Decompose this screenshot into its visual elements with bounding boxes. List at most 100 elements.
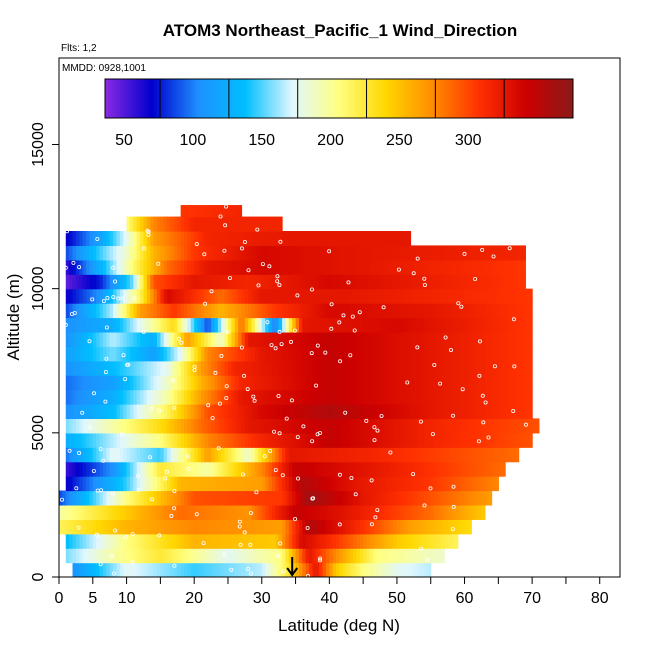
heatmap-cell: [403, 274, 408, 290]
heatmap-cell: [113, 476, 118, 492]
heatmap-cell: [99, 461, 104, 477]
heatmap-cell: [268, 216, 273, 232]
heatmap-cell: [129, 432, 134, 448]
heatmap-cell: [451, 432, 455, 448]
heatmap-cell: [376, 504, 381, 520]
heatmap-cell: [160, 317, 165, 333]
heatmap-cell: [184, 346, 189, 362]
heatmap-cell: [498, 389, 503, 405]
heatmap-cell: [140, 259, 145, 275]
heatmap-cell: [346, 404, 351, 420]
heatmap-cell: [434, 418, 439, 434]
heatmap-cell: [119, 447, 124, 463]
heatmap-cell: [353, 360, 357, 376]
heatmap-cell: [271, 375, 276, 391]
heatmap-cell: [119, 562, 124, 577]
heatmap-cell: [150, 447, 155, 463]
heatmap-cell: [75, 519, 80, 535]
heatmap-cell: [261, 432, 266, 448]
heatmap-cell: [180, 476, 185, 492]
heatmap-cell: [396, 404, 401, 420]
heatmap-cell: [295, 519, 300, 535]
heatmap-cell: [163, 418, 168, 434]
heatmap-cell: [342, 476, 347, 492]
heatmap-cell: [217, 490, 222, 506]
heatmap-cell: [200, 216, 205, 232]
heatmap-cell: [481, 303, 486, 319]
heatmap-cell: [481, 317, 486, 333]
heatmap-cell: [505, 360, 510, 376]
heatmap-cell: [528, 288, 533, 304]
heatmap-cell: [319, 274, 324, 290]
heatmap-cell: [521, 389, 526, 405]
heatmap-cell: [170, 418, 175, 434]
heatmap-cell: [349, 259, 354, 275]
heatmap-cell: [160, 404, 165, 420]
heatmap-cell: [271, 418, 276, 434]
heatmap-cell: [214, 389, 219, 405]
heatmap-cell: [163, 490, 168, 506]
heatmap-cell: [366, 288, 371, 304]
heatmap-cell: [525, 375, 530, 391]
heatmap-cell: [336, 389, 341, 405]
heatmap-cell: [346, 360, 351, 376]
heatmap-cell: [268, 360, 273, 376]
heatmap-cell: [136, 490, 141, 506]
heatmap-cell: [282, 231, 287, 247]
heatmap-cell: [356, 476, 361, 492]
heatmap-cell: [96, 447, 101, 463]
heatmap-cell: [153, 476, 158, 492]
heatmap-cell: [417, 360, 422, 376]
heatmap-cell: [89, 259, 94, 275]
heatmap-cell: [136, 447, 141, 463]
heatmap-cell: [484, 274, 489, 290]
heatmap-cell: [268, 504, 273, 520]
heatmap-cell: [170, 317, 175, 333]
heatmap-cell: [126, 389, 131, 405]
heatmap-cell: [157, 303, 161, 319]
heatmap-cell: [140, 548, 145, 564]
heatmap-cell: [410, 303, 415, 319]
heatmap-cell: [413, 548, 418, 564]
heatmap-cell: [501, 404, 506, 420]
heatmap-cell: [447, 447, 452, 463]
heatmap-cell: [457, 461, 462, 477]
heatmap-cell: [160, 418, 165, 434]
heatmap-cell: [180, 432, 185, 448]
heatmap-cell: [251, 274, 256, 290]
heatmap-cell: [484, 375, 489, 391]
heatmap-cell: [454, 274, 459, 290]
heatmap-cell: [342, 418, 347, 434]
observation-point: [145, 228, 150, 233]
heatmap-cell: [268, 274, 273, 290]
observation-point: [477, 339, 482, 344]
heatmap-cell: [265, 562, 270, 577]
heatmap-cell: [214, 562, 219, 577]
heatmap-cell: [187, 245, 192, 261]
heatmap-cell: [96, 360, 101, 376]
heatmap-cell: [491, 404, 496, 420]
heatmap-cell: [302, 562, 307, 577]
heatmap-cell: [92, 476, 97, 492]
heatmap-cell: [430, 317, 435, 333]
heatmap-cell: [72, 303, 77, 319]
heatmap-cell: [278, 461, 283, 477]
heatmap-cell: [65, 533, 70, 549]
heatmap-cell: [407, 476, 412, 492]
observation-point: [103, 399, 108, 404]
heatmap-cell: [380, 346, 385, 362]
heatmap-cell: [190, 205, 195, 218]
heatmap-cell: [484, 490, 489, 506]
heatmap-cell: [221, 447, 226, 463]
heatmap-cell: [123, 346, 128, 362]
observation-point: [338, 359, 343, 364]
heatmap-cell: [325, 331, 330, 347]
heatmap-cell: [190, 245, 195, 261]
heatmap-cell: [123, 288, 128, 304]
heatmap-cell: [298, 418, 303, 434]
heatmap-cell: [440, 476, 445, 492]
heatmap-cell: [157, 447, 161, 463]
heatmap-cell: [116, 274, 121, 290]
heatmap-cell: [423, 504, 428, 520]
heatmap-cell: [434, 259, 439, 275]
